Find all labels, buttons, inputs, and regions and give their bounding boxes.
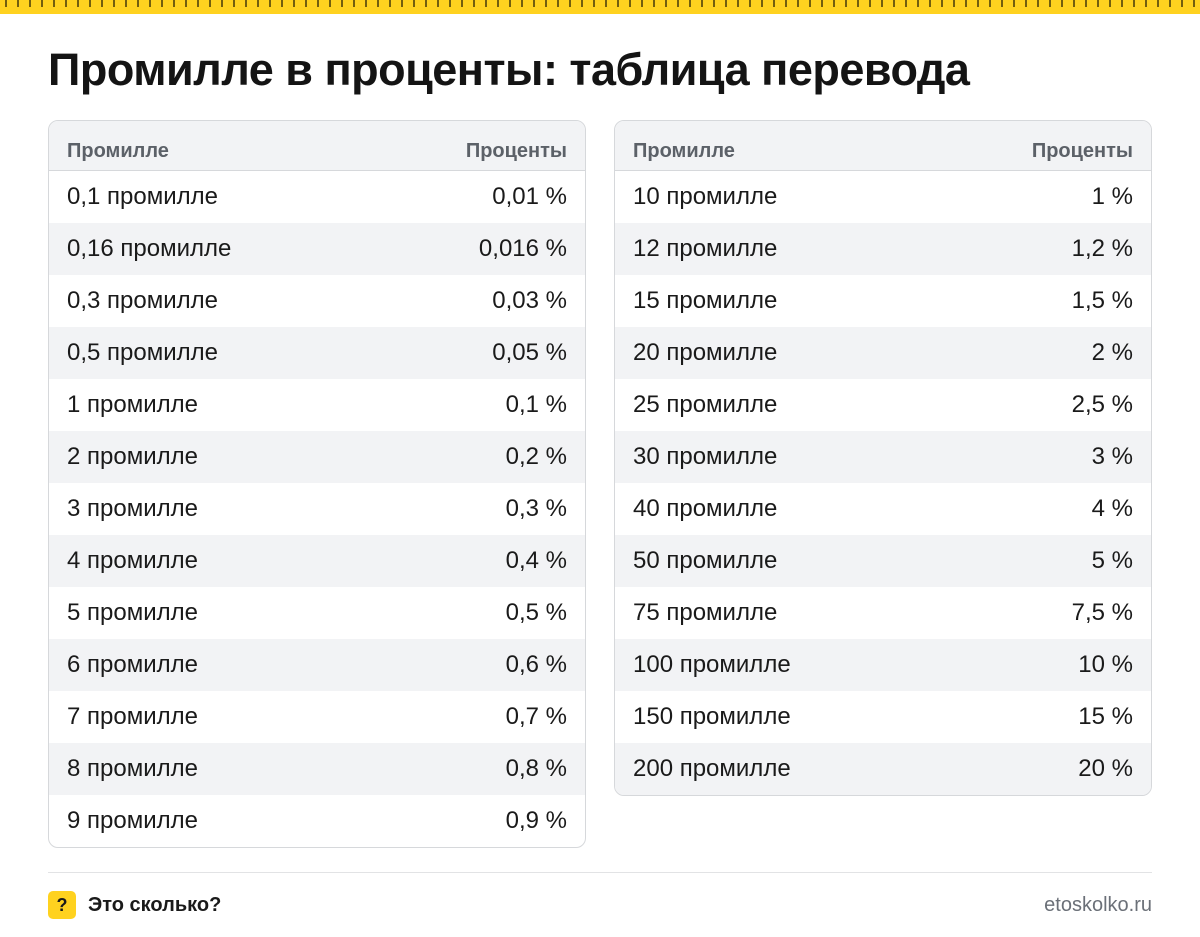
percent-value: 0,01 % bbox=[492, 183, 567, 210]
percent-value: 0,4 % bbox=[505, 547, 567, 574]
table-row: 6 промилле 0,6 % bbox=[49, 639, 585, 691]
permille-value: 4 промилле bbox=[67, 547, 198, 574]
column-header-percent: Проценты bbox=[1031, 140, 1133, 162]
permille-value: 100 промилле bbox=[633, 651, 791, 678]
table-body: 0,1 промилле 0,01 % 0,16 промилле 0,016 % 0,… bbox=[49, 171, 585, 847]
permille-value: 7 промилле bbox=[67, 703, 198, 730]
permille-value: 0,3 промилле bbox=[67, 287, 218, 314]
table-row: 150 промилле 15 % bbox=[615, 691, 1151, 743]
table-row: 8 промилле 0,8 % bbox=[49, 743, 585, 795]
table-body: 10 промилле 1 % 12 промилле 1,2 % 15 промилл… bbox=[615, 171, 1151, 795]
table-row: 0,3 промилле 0,03 % bbox=[49, 275, 585, 327]
table-row: 40 промилле 4 % bbox=[615, 483, 1151, 535]
percent-value: 1,2 % bbox=[1071, 235, 1133, 262]
table-row: 10 промилле 1 % bbox=[615, 171, 1151, 223]
percent-value: 5 % bbox=[1091, 547, 1133, 574]
percent-value: 1 % bbox=[1091, 183, 1133, 210]
permille-value: 200 промилле bbox=[633, 755, 791, 782]
question-mark-icon: ? bbox=[48, 891, 76, 919]
permille-value: 150 промилле bbox=[633, 703, 791, 730]
column-header-percent: Проценты bbox=[465, 140, 567, 162]
percent-value: 0,016 % bbox=[478, 235, 567, 262]
table-row: 0,1 промилле 0,01 % bbox=[49, 171, 585, 223]
permille-value: 25 промилле bbox=[633, 391, 778, 418]
percent-value: 0,2 % bbox=[505, 443, 567, 470]
percent-value: 0,8 % bbox=[505, 755, 567, 782]
permille-value: 8 промилле bbox=[67, 755, 198, 782]
percent-value: 0,03 % bbox=[492, 287, 567, 314]
table-row: 2 промилле 0,2 % bbox=[49, 431, 585, 483]
permille-value: 0,1 промилле bbox=[67, 183, 218, 210]
ruler-strip bbox=[0, 0, 1200, 14]
permille-value: 0,5 промилле bbox=[67, 339, 218, 366]
table-row: 50 промилле 5 % bbox=[615, 535, 1151, 587]
percent-value: 0,05 % bbox=[492, 339, 567, 366]
permille-value: 50 промилле bbox=[633, 547, 778, 574]
table-row: 20 промилле 2 % bbox=[615, 327, 1151, 379]
percent-value: 2 % bbox=[1091, 339, 1133, 366]
page-title: Промилле в проценты: таблица перевода bbox=[48, 44, 970, 95]
percent-value: 20 % bbox=[1078, 755, 1133, 782]
permille-value: 10 промилле bbox=[633, 183, 778, 210]
permille-value: 0,16 промилле bbox=[67, 235, 232, 262]
permille-value: 5 промилле bbox=[67, 599, 198, 626]
column-header-permille: Промилле bbox=[633, 140, 735, 162]
permille-value: 1 промилле bbox=[67, 391, 198, 418]
permille-value: 40 промилле bbox=[633, 495, 778, 522]
percent-value: 0,5 % bbox=[505, 599, 567, 626]
site-link[interactable]: etoskolko.ru bbox=[1044, 894, 1152, 916]
percent-value: 7,5 % bbox=[1071, 599, 1133, 626]
table-row: 0,5 промилле 0,05 % bbox=[49, 327, 585, 379]
table-row: 4 промилле 0,4 % bbox=[49, 535, 585, 587]
table-row: 0,16 промилле 0,016 % bbox=[49, 223, 585, 275]
table-row: 100 промилле 10 % bbox=[615, 639, 1151, 691]
table-row: 15 промилле 1,5 % bbox=[615, 275, 1151, 327]
permille-value: 6 промилле bbox=[67, 651, 198, 678]
percent-value: 1,5 % bbox=[1071, 287, 1133, 314]
percent-value: 0,7 % bbox=[505, 703, 567, 730]
table-row: 30 промилле 3 % bbox=[615, 431, 1151, 483]
permille-value: 75 промилле bbox=[633, 599, 778, 626]
percent-value: 0,9 % bbox=[505, 807, 567, 834]
column-header-permille: Промилле bbox=[67, 140, 169, 162]
table-header: Промилле Проценты bbox=[49, 121, 585, 171]
conversion-table-right: Промилле Проценты 10 промилле 1 % 12 проми… bbox=[614, 120, 1152, 796]
table-row: 1 промилле 0,1 % bbox=[49, 379, 585, 431]
table-row: 12 промилле 1,2 % bbox=[615, 223, 1151, 275]
table-row: 7 промилле 0,7 % bbox=[49, 691, 585, 743]
table-row: 3 промилле 0,3 % bbox=[49, 483, 585, 535]
permille-value: 15 промилле bbox=[633, 287, 778, 314]
percent-value: 2,5 % bbox=[1071, 391, 1133, 418]
permille-value: 2 промилле bbox=[67, 443, 198, 470]
footer-divider bbox=[48, 872, 1152, 873]
percent-value: 10 % bbox=[1078, 651, 1133, 678]
permille-value: 30 промилле bbox=[633, 443, 778, 470]
table-row: 9 промилле 0,9 % bbox=[49, 795, 585, 847]
permille-value: 9 промилле bbox=[67, 807, 198, 834]
table-row: 5 промилле 0,5 % bbox=[49, 587, 585, 639]
percent-value: 0,6 % bbox=[505, 651, 567, 678]
brand-logo[interactable]: ? Это сколько? bbox=[48, 891, 221, 919]
table-row: 25 промилле 2,5 % bbox=[615, 379, 1151, 431]
brand-name: Это сколько? bbox=[88, 893, 222, 916]
permille-value: 20 промилле bbox=[633, 339, 778, 366]
percent-value: 4 % bbox=[1091, 495, 1133, 522]
percent-value: 15 % bbox=[1078, 703, 1133, 730]
permille-value: 12 промилле bbox=[633, 235, 778, 262]
table-header: Промилле Проценты bbox=[615, 121, 1151, 171]
table-row: 75 промилле 7,5 % bbox=[615, 587, 1151, 639]
conversion-table-left: Промилле Проценты 0,1 промилле 0,01 % 0,16… bbox=[48, 120, 586, 848]
percent-value: 0,1 % bbox=[505, 391, 567, 418]
table-row: 200 промилле 20 % bbox=[615, 743, 1151, 795]
percent-value: 3 % bbox=[1091, 443, 1133, 470]
percent-value: 0,3 % bbox=[505, 495, 567, 522]
permille-value: 3 промилле bbox=[67, 495, 198, 522]
